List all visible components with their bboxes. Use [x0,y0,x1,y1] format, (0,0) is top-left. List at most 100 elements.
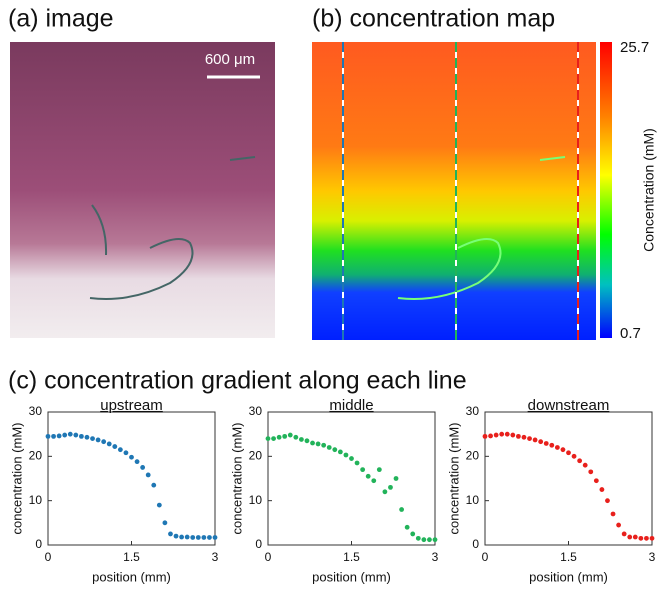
data-point [123,450,129,456]
data-point [410,531,416,537]
data-point [129,454,134,460]
data-point [151,482,157,488]
data-point [287,432,293,438]
data-point [365,473,371,479]
x-axis-label: position (mm) [529,569,608,584]
data-point [605,498,610,504]
data-point [117,447,123,453]
y-tick-label: 10 [466,493,480,507]
y-tick-label: 10 [249,493,263,507]
data-point [616,522,621,528]
data-point [554,445,560,450]
data-point [599,487,605,492]
data-point [293,434,299,440]
data-point [337,449,343,455]
image-features [89,156,256,300]
data-point [201,535,207,540]
data-point [321,442,327,448]
panel-b-title: (b) concentration map [312,5,555,33]
colorbar [600,42,612,338]
plot-frame [47,411,216,546]
chart-title: downstream [528,397,610,414]
x-axis-label: position (mm) [92,569,171,584]
y-tick-label: 10 [29,493,43,507]
panel-a-title: (a) image [8,5,114,33]
data-point [67,431,73,437]
data-point [638,535,644,541]
data-point [577,458,583,464]
data-point [315,441,321,447]
x-axis-label: position (mm) [312,569,391,584]
plot-frame [267,411,436,546]
data-point [582,462,588,468]
y-tick-label: 0 [472,537,479,551]
x-tick-label: 0 [265,550,272,564]
y-axis-label: concentration (mM) [9,423,24,535]
data-point [566,450,571,456]
x-tick-label: 0 [482,550,489,564]
x-tick-label: 3 [212,550,219,564]
map-features [397,156,566,300]
x-tick-label: 0 [45,550,52,564]
data-point [95,437,101,443]
colorbar-max: 25.7 [620,39,649,56]
y-tick-label: 30 [466,404,480,418]
data-point [488,433,493,439]
colorbar-min: 0.7 [620,325,641,342]
data-point [190,535,196,540]
scale-label: 600 μm [205,51,255,68]
microscope-image [10,42,275,338]
data-point [482,433,488,439]
y-tick-label: 0 [35,537,42,551]
data-point [145,472,151,478]
data-point [90,436,95,441]
data-point [499,431,505,437]
data-point [382,489,388,495]
data-point [610,511,616,517]
y-tick-label: 0 [255,537,262,551]
data-point [504,431,510,437]
data-point [212,535,218,540]
data-point [532,437,538,443]
data-point [360,467,366,473]
data-point [354,460,360,466]
data-point [588,469,594,475]
data-point [282,433,288,439]
data-point [399,507,404,512]
data-point [207,535,212,540]
data-point [627,534,633,540]
y-tick-label: 30 [249,404,263,418]
data-point [112,444,118,449]
plot-frame [484,411,653,546]
y-tick-label: 30 [29,404,43,418]
y-axis-label: concentration (mM) [229,423,244,535]
data-point [393,476,399,481]
data-point [527,436,532,441]
data-point [56,433,62,439]
y-tick-label: 20 [29,449,43,463]
data-point [326,445,332,450]
data-point [404,524,410,530]
data-point [332,447,338,453]
data-point [644,535,649,541]
data-point [516,433,521,439]
data-point [632,534,638,540]
data-point [168,531,173,537]
data-point [310,440,315,446]
data-point [510,432,516,438]
data-point [45,433,51,439]
data-point [51,433,56,439]
data-point [101,439,107,445]
data-point [543,441,549,446]
data-point [271,436,276,441]
data-point [593,478,599,484]
data-point [432,537,438,543]
data-point [571,453,577,459]
y-tick-label: 20 [466,449,480,463]
data-point [343,452,349,458]
data-point [649,535,655,541]
data-point [621,531,627,537]
x-tick-label: 1.5 [343,550,360,564]
data-point [560,447,566,453]
